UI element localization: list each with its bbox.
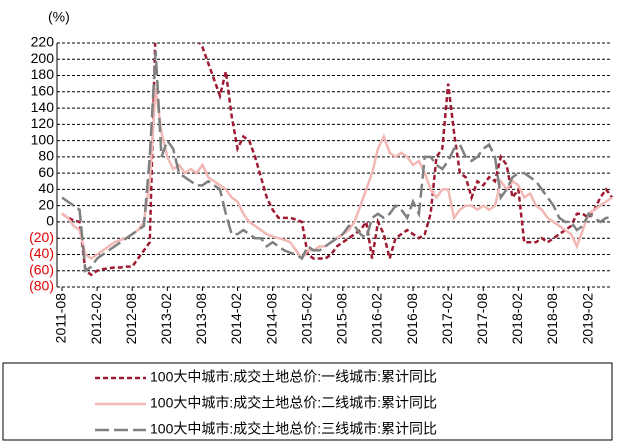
legend-label: 100大中城市:成交土地总价:二线城市:累计同比 — [150, 395, 437, 411]
series-line — [61, 43, 613, 277]
x-tick-label: 2012-08 — [123, 293, 139, 345]
y-tick-label: (40) — [29, 245, 54, 261]
series-line — [61, 87, 613, 261]
x-tick-label: 2016-02 — [369, 293, 385, 345]
y-axis-unit: (%) — [48, 9, 70, 25]
y-tick-label: 40 — [38, 180, 54, 196]
y-tick-label: 160 — [31, 83, 55, 99]
x-tick-label: 2017-02 — [439, 293, 455, 345]
y-tick-label: 80 — [38, 148, 54, 164]
x-tick-label: 2018-02 — [509, 293, 525, 345]
x-tick-label: 2012-02 — [88, 293, 104, 345]
x-tick-label: 2014-02 — [228, 293, 244, 345]
x-tick-label: 2015-02 — [298, 293, 314, 345]
series-line — [61, 51, 612, 273]
x-tick-label: 2019-02 — [579, 293, 595, 345]
y-tick-label: 220 — [31, 34, 55, 50]
y-tick-label: 140 — [31, 99, 55, 115]
x-tick-label: 2013-08 — [193, 293, 209, 345]
plot-lines — [61, 43, 613, 277]
y-tick-label: (80) — [29, 278, 54, 294]
x-tick-label: 2014-08 — [263, 293, 279, 345]
y-tick-label: (20) — [29, 229, 54, 245]
y-tick-label: 200 — [31, 50, 55, 66]
y-tick-label: 100 — [31, 131, 55, 147]
x-tick-label: 2016-08 — [404, 293, 420, 345]
x-tick-label: 2011-08 — [53, 293, 69, 344]
x-tick-label: 2018-08 — [544, 293, 560, 345]
legend-label: 100大中城市:成交土地总价:一线城市:累计同比 — [150, 369, 437, 385]
y-tick-label: 120 — [31, 115, 55, 131]
x-tick-label: 2013-02 — [158, 293, 174, 345]
y-tick-label: 180 — [31, 66, 55, 82]
legend-box — [2, 362, 613, 441]
x-tick-label: 2015-08 — [334, 293, 350, 345]
x-tick-label: 2017-08 — [474, 293, 490, 345]
y-tick-label: 60 — [38, 164, 54, 180]
y-tick-label: (60) — [29, 261, 54, 277]
y-tick-label: 20 — [38, 196, 54, 212]
y-tick-label: 0 — [46, 213, 54, 229]
legend-label: 100大中城市:成交土地总价:三线城市:累计同比 — [150, 421, 437, 437]
